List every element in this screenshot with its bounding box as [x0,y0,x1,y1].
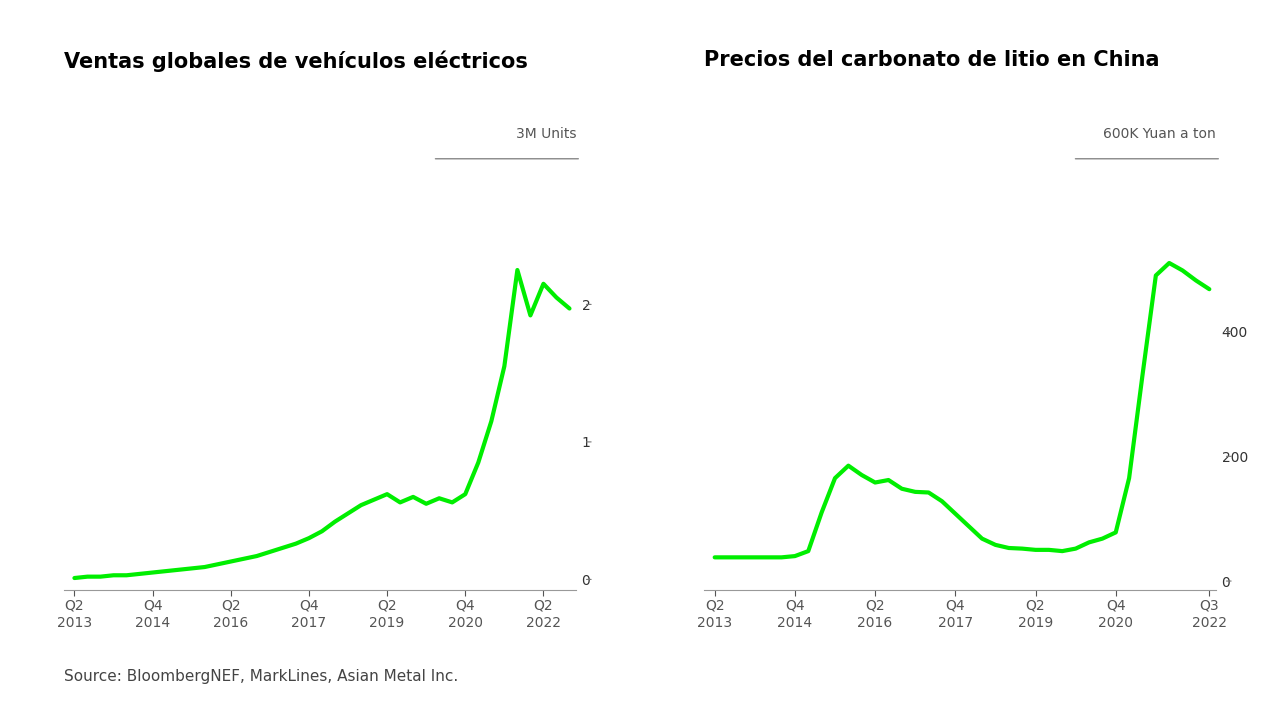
Text: Source: BloombergNEF, MarkLines, Asian Metal Inc.: Source: BloombergNEF, MarkLines, Asian M… [64,669,458,684]
Text: Precios del carbonato de litio en China: Precios del carbonato de litio en China [704,50,1160,71]
Text: 3M Units: 3M Units [516,127,576,141]
Text: Ventas globales de vehículos eléctricos: Ventas globales de vehículos eléctricos [64,50,527,72]
Text: 600K Yuan a ton: 600K Yuan a ton [1103,127,1216,141]
